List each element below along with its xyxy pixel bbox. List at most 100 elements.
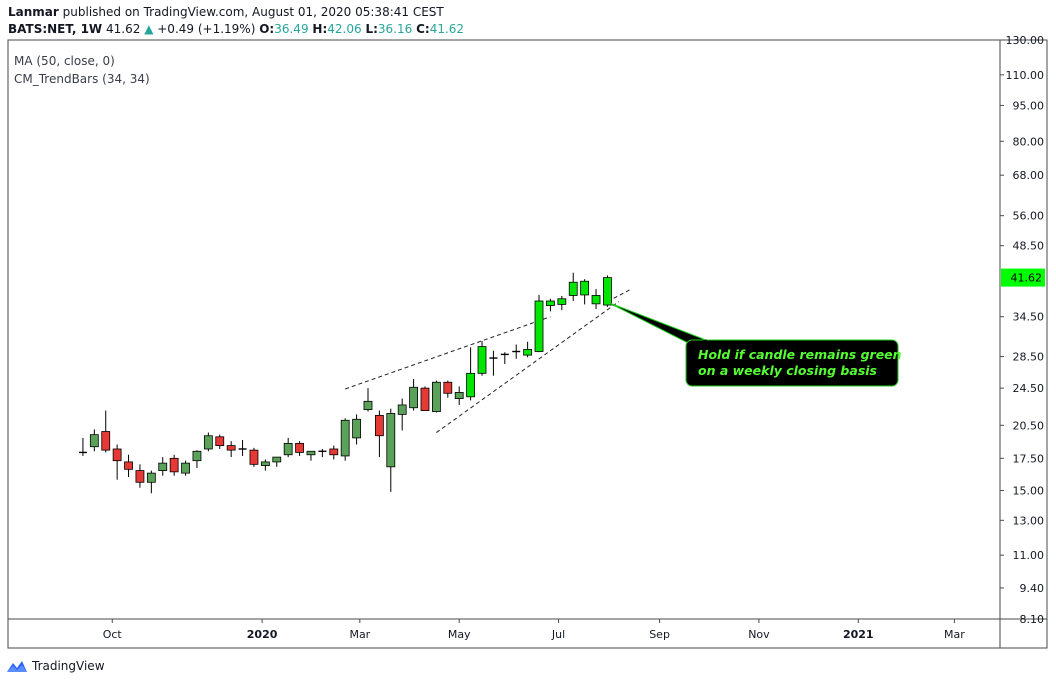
candle xyxy=(203,432,213,452)
price-tick-label: 34.50 xyxy=(1013,311,1045,324)
close-label: C: xyxy=(416,22,430,36)
candle xyxy=(363,388,373,412)
candle-body xyxy=(272,456,282,463)
candle-body xyxy=(340,419,350,457)
candle-body xyxy=(306,450,316,456)
candle-body xyxy=(295,442,304,453)
last-price: 41.62 xyxy=(106,22,141,36)
candle-body xyxy=(409,386,418,409)
price-tick-label: 80.00 xyxy=(1013,135,1045,148)
time-axis[interactable]: Oct 2020 Mar May Jul Sep Nov 2021 Mar xyxy=(103,619,966,641)
candle-body xyxy=(386,413,396,468)
price-axis[interactable]: 130.00 110.00 95.00 80.00 68.00 56.00 48.50 34.… xyxy=(1000,34,1044,626)
author[interactable]: Lanmar xyxy=(8,5,59,19)
candles xyxy=(78,272,612,494)
candle-body xyxy=(443,381,453,394)
brand-footer[interactable]: TradingView xyxy=(6,655,105,677)
candle-body xyxy=(124,461,133,470)
indicator-trendbars[interactable]: CM_TrendBars (34, 34) xyxy=(14,72,150,86)
chart-frame xyxy=(7,39,1048,649)
candle xyxy=(386,408,396,492)
candle xyxy=(226,441,236,458)
last-price-tag: 41.62 xyxy=(1001,268,1045,287)
price-tick-label: 68.00 xyxy=(1013,169,1045,182)
indicator-ma[interactable]: MA (50, close, 0) xyxy=(14,54,115,68)
price-tick-label: 24.50 xyxy=(1013,382,1045,395)
candle-body xyxy=(181,462,190,474)
price-tick-label: 130.00 xyxy=(1006,34,1045,47)
candle xyxy=(432,380,441,413)
brand-name: TradingView xyxy=(32,659,105,673)
tradingview-logo-icon xyxy=(7,661,27,672)
candle xyxy=(512,344,521,359)
price-tick-label: 8.10 xyxy=(1020,613,1045,626)
candle-body xyxy=(260,461,270,466)
trendline xyxy=(436,301,620,433)
callout-join xyxy=(688,339,708,347)
callout-text-line: on a weekly closing basis xyxy=(698,363,877,378)
candle-body xyxy=(249,449,259,465)
candle-body xyxy=(580,280,590,296)
candle xyxy=(420,386,430,411)
candle-body xyxy=(158,462,168,471)
time-tick-label: Jul xyxy=(551,628,565,641)
candle-body xyxy=(466,372,476,398)
up-arrow-icon: ▲ xyxy=(144,22,154,36)
price-tick-label: 9.40 xyxy=(1020,582,1045,595)
symbol[interactable]: BATS:NET, 1W xyxy=(8,22,103,36)
candle xyxy=(158,457,168,476)
candle-body xyxy=(363,400,373,411)
candle-body xyxy=(374,414,384,437)
candle xyxy=(318,448,327,458)
candle-body xyxy=(215,436,225,446)
candle-body xyxy=(329,448,339,456)
candle xyxy=(397,398,407,431)
candle xyxy=(454,386,464,405)
candle xyxy=(146,470,156,494)
price-tick-label: 15.00 xyxy=(1013,484,1045,497)
callout-pointer xyxy=(607,301,708,345)
candle xyxy=(603,275,612,307)
time-tick-label: 2021 xyxy=(843,628,874,641)
high-label: H: xyxy=(312,22,328,36)
trendline xyxy=(345,316,551,390)
candle-body xyxy=(352,418,361,439)
candle-body xyxy=(283,442,293,456)
candle-body xyxy=(89,434,99,448)
candle xyxy=(249,447,259,467)
candle xyxy=(340,418,350,461)
price-tick-label: 20.50 xyxy=(1013,419,1045,432)
open-label: O: xyxy=(259,22,275,36)
candle xyxy=(135,464,145,488)
candle xyxy=(112,444,122,480)
candle xyxy=(181,460,190,476)
candle-body xyxy=(420,387,430,411)
price-tag-label: 41.62 xyxy=(1011,272,1043,285)
candle xyxy=(523,341,533,358)
candle-body xyxy=(523,348,533,356)
candle xyxy=(306,450,316,461)
candle xyxy=(534,294,544,353)
candle xyxy=(238,440,247,456)
candle-body xyxy=(203,435,213,450)
time-tick-label: Mar xyxy=(944,628,965,641)
candle-body xyxy=(169,457,179,473)
candle xyxy=(580,279,590,305)
candle-body xyxy=(432,381,441,412)
candle xyxy=(489,350,498,376)
price-tick-label: 17.50 xyxy=(1013,452,1045,465)
candle xyxy=(466,347,476,401)
callout-box xyxy=(685,339,899,387)
candle-body xyxy=(135,470,145,483)
candle xyxy=(568,272,578,302)
callout-text-line: Hold if candle remains green xyxy=(698,347,902,362)
candle xyxy=(192,450,202,469)
candle-body xyxy=(568,281,578,296)
time-tick-label: 2020 xyxy=(247,628,278,641)
change: +0.49 (+1.19%) xyxy=(157,22,256,36)
close-value: 41.62 xyxy=(429,22,465,36)
price-tick-label: 13.00 xyxy=(1013,514,1045,527)
low-label: L: xyxy=(365,22,378,36)
